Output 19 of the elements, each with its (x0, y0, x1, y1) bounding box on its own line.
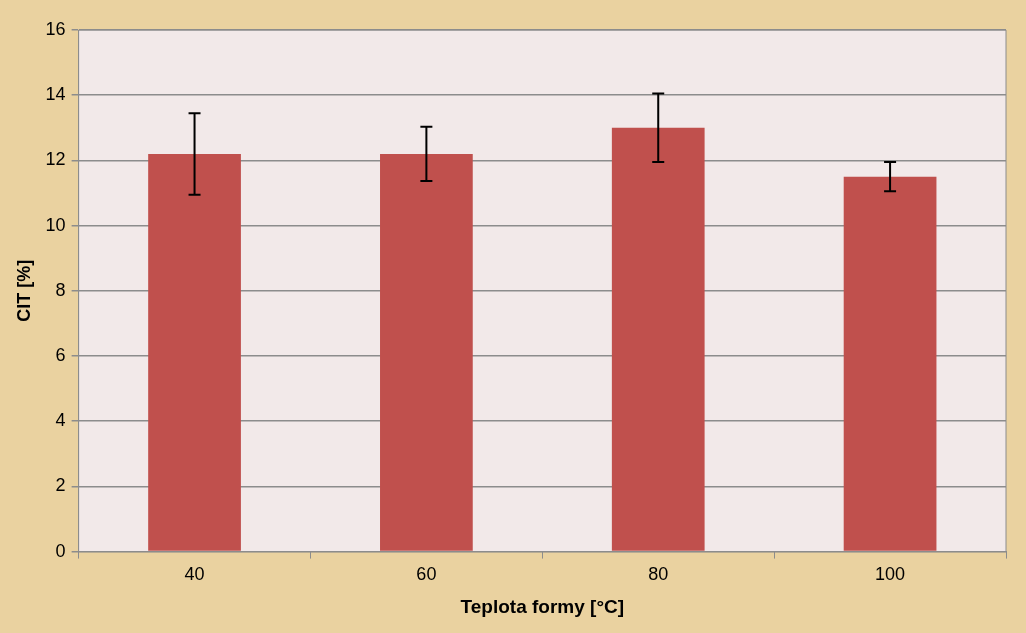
bar (843, 176, 937, 551)
x-axis-title: Teplota formy [°C] (460, 595, 625, 617)
y-tick-label: 4 (55, 410, 66, 431)
x-tick-label: 100 (875, 564, 906, 585)
y-tick-label: 16 (45, 18, 66, 39)
y-tick-label: 2 (55, 475, 66, 496)
x-tick-label: 60 (416, 564, 437, 585)
y-tick-label: 6 (55, 344, 66, 365)
x-tick-label: 40 (184, 564, 205, 585)
bar (380, 153, 473, 551)
y-tick-label: 8 (55, 279, 66, 300)
bar (148, 153, 241, 551)
y-tick-label: 12 (45, 149, 66, 170)
x-tick-label: 80 (648, 564, 669, 585)
y-tick-label: 0 (55, 540, 66, 561)
y-tick-label: 10 (45, 214, 66, 235)
bar (611, 127, 705, 551)
y-axis-title: CIT [%] (13, 259, 34, 322)
y-tick-label: 14 (45, 84, 66, 105)
